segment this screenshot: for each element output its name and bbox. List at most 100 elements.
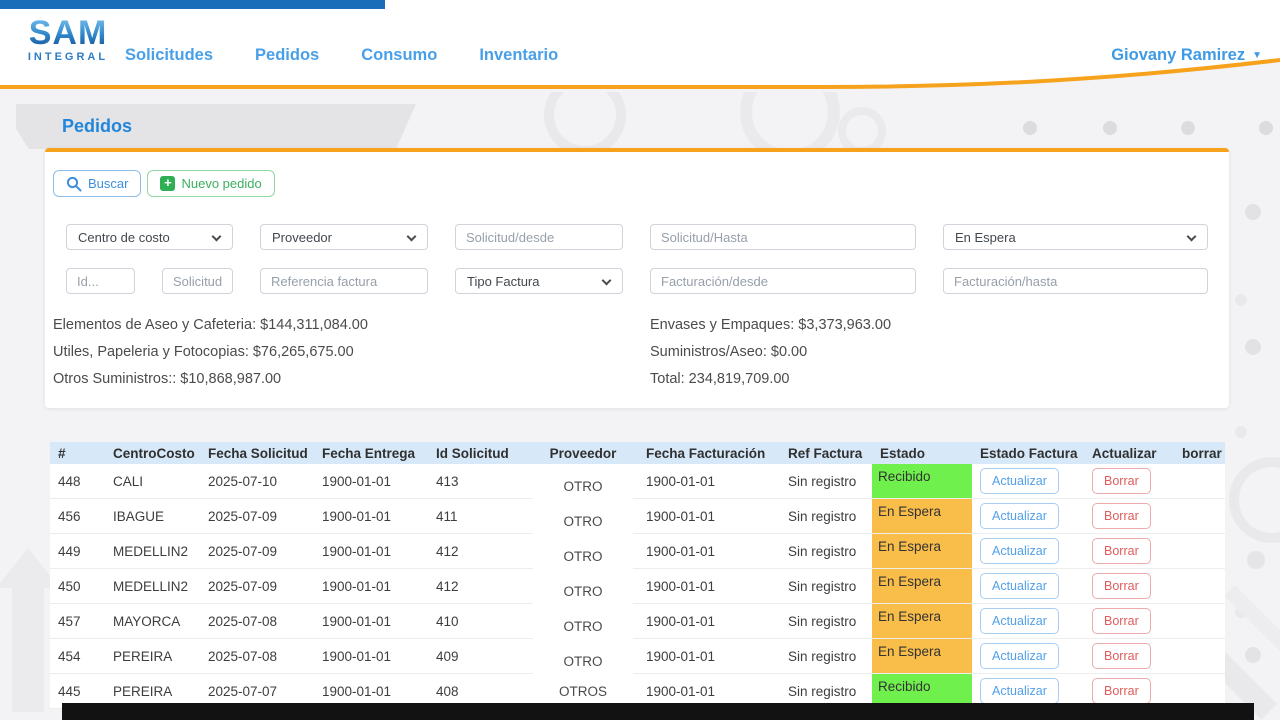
chevron-down-icon bbox=[211, 231, 222, 242]
delete-button[interactable]: Borrar bbox=[1092, 468, 1151, 494]
proveedor-row-select[interactable]: OTRO bbox=[533, 536, 633, 576]
cell-numero: 456 bbox=[58, 508, 81, 524]
referencia-factura-input[interactable] bbox=[260, 268, 428, 294]
estado-select[interactable]: En Espera bbox=[943, 224, 1208, 250]
arrow-up-icon bbox=[0, 548, 60, 712]
proveedor-row-select[interactable]: OTRO bbox=[533, 501, 633, 541]
cell-fecha-entrega: 1900-01-01 bbox=[322, 683, 392, 699]
update-button[interactable]: Actualizar bbox=[980, 503, 1059, 529]
update-button[interactable]: Actualizar bbox=[980, 468, 1059, 494]
summary-total: Total: 234,819,709.00 bbox=[650, 371, 790, 387]
chevron-down-icon: ▼ bbox=[1252, 49, 1262, 61]
col-numero: # bbox=[50, 442, 105, 464]
nav-item-solicitudes[interactable]: Solicitudes bbox=[125, 46, 214, 64]
app-logo[interactable]: SAM INTEGRAL bbox=[8, 16, 128, 63]
cell-fecha-solicitud: 2025-07-09 bbox=[208, 578, 278, 594]
cell-fecha-facturacion: 1900-01-01 bbox=[646, 613, 716, 629]
app-header: SAM INTEGRAL Solicitudes Pedidos Consumo… bbox=[0, 0, 1280, 92]
delete-button[interactable]: Borrar bbox=[1092, 503, 1151, 529]
col-estado-factura: Estado Factura bbox=[972, 442, 1084, 464]
search-button[interactable]: Buscar bbox=[53, 170, 142, 197]
cell-ref-factura: Sin registro bbox=[788, 543, 857, 559]
table-row: 448 CALI 2025-07-10 1900-01-01 413 OTRO … bbox=[50, 464, 1225, 506]
solicitud-desde-input[interactable] bbox=[455, 224, 623, 250]
nav-item-consumo[interactable]: Consumo bbox=[361, 46, 438, 64]
facturacion-desde-input[interactable] bbox=[650, 268, 916, 294]
cell-fecha-facturacion: 1900-01-01 bbox=[646, 578, 716, 594]
update-button[interactable]: Actualizar bbox=[980, 573, 1059, 599]
estado-badge: En Espera bbox=[872, 569, 972, 603]
col-borrar: borrar bbox=[1174, 442, 1225, 464]
col-actualizar: Actualizar bbox=[1084, 442, 1174, 464]
cell-numero: 445 bbox=[58, 683, 81, 699]
cell-fecha-facturacion: 1900-01-01 bbox=[646, 473, 716, 489]
orders-table: # CentroCosto Fecha Solicitud Fecha Entr… bbox=[50, 442, 1225, 711]
cell-actualizar: Borrar bbox=[1084, 569, 1174, 604]
cell-estado-factura: Actualizar bbox=[972, 534, 1084, 569]
search-icon bbox=[66, 176, 82, 191]
cell-estado: En Espera bbox=[872, 604, 972, 639]
cell-estado: En Espera bbox=[872, 569, 972, 604]
nav-item-inventario[interactable]: Inventario bbox=[479, 46, 559, 64]
gear-icon bbox=[838, 107, 886, 155]
col-id-solicitud: Id Solicitud bbox=[428, 442, 528, 464]
col-estado: Estado bbox=[872, 442, 972, 464]
col-proveedor: Proveedor bbox=[528, 442, 638, 464]
tipo-factura-select[interactable]: Tipo Factura bbox=[455, 268, 623, 294]
cell-borrar-empty bbox=[1174, 534, 1225, 569]
solicitud-hasta-input[interactable] bbox=[650, 224, 916, 250]
cell-estado: En Espera bbox=[872, 639, 972, 674]
proveedor-select[interactable]: Proveedor bbox=[260, 224, 428, 250]
update-button[interactable]: Actualizar bbox=[980, 643, 1059, 669]
proveedor-row-value: OTRO bbox=[563, 653, 603, 669]
delete-button[interactable]: Borrar bbox=[1092, 573, 1151, 599]
cell-borrar-empty bbox=[1174, 604, 1225, 639]
estado-badge: Recibido bbox=[872, 674, 972, 708]
delete-button[interactable]: Borrar bbox=[1092, 538, 1151, 564]
proveedor-row-value: OTRO bbox=[563, 513, 603, 529]
cell-estado: Recibido bbox=[872, 674, 972, 709]
id-input[interactable] bbox=[66, 268, 135, 294]
solicitud-su-input[interactable] bbox=[162, 268, 233, 294]
col-fecha-entrega: Fecha Entrega bbox=[314, 442, 428, 464]
cell-fecha-facturacion: 1900-01-01 bbox=[646, 543, 716, 559]
estado-badge: En Espera bbox=[872, 604, 972, 638]
cell-actualizar: Borrar bbox=[1084, 604, 1174, 639]
cell-estado-factura: Actualizar bbox=[972, 499, 1084, 534]
delete-button[interactable]: Borrar bbox=[1092, 643, 1151, 669]
cell-fecha-facturacion: 1900-01-01 bbox=[646, 683, 716, 699]
header-background bbox=[0, 0, 1280, 92]
estado-badge: En Espera bbox=[872, 534, 972, 568]
table-row: 456 IBAGUE 2025-07-09 1900-01-01 411 OTR… bbox=[50, 499, 1225, 541]
user-menu[interactable]: Giovany Ramirez ▼ bbox=[1111, 46, 1262, 65]
cell-centro-costo: CALI bbox=[113, 473, 144, 489]
cell-proveedor: OTRO bbox=[528, 499, 638, 541]
update-button[interactable]: Actualizar bbox=[980, 538, 1059, 564]
chevron-down-icon bbox=[601, 275, 612, 286]
centro-de-costo-value: Centro de costo bbox=[78, 229, 170, 245]
summary-envases: Envases y Empaques: $3,373,963.00 bbox=[650, 317, 892, 333]
facturacion-hasta-input[interactable] bbox=[943, 268, 1208, 294]
cell-fecha-entrega: 1900-01-01 bbox=[322, 578, 392, 594]
cell-fecha-entrega: 1900-01-01 bbox=[322, 508, 392, 524]
nav-item-pedidos[interactable]: Pedidos bbox=[255, 46, 320, 64]
page-title: Pedidos bbox=[62, 116, 133, 136]
delete-button[interactable]: Borrar bbox=[1092, 678, 1151, 704]
cell-centro-costo: MAYORCA bbox=[113, 613, 181, 629]
centro-de-costo-select[interactable]: Centro de costo bbox=[66, 224, 233, 250]
delete-button[interactable]: Borrar bbox=[1092, 608, 1151, 634]
update-button[interactable]: Actualizar bbox=[980, 608, 1059, 634]
proveedor-row-select[interactable]: OTRO bbox=[533, 466, 633, 506]
proveedor-row-value: OTRO bbox=[563, 478, 603, 494]
cell-centro-costo: MEDELLIN2 bbox=[113, 578, 189, 594]
cell-id-solicitud: 413 bbox=[436, 473, 459, 489]
cell-numero: 450 bbox=[58, 578, 81, 594]
update-button[interactable]: Actualizar bbox=[980, 678, 1059, 704]
proveedor-row-select[interactable]: OTRO bbox=[533, 606, 633, 646]
cell-estado: En Espera bbox=[872, 499, 972, 534]
estado-badge: En Espera bbox=[872, 639, 972, 673]
cell-actualizar: Borrar bbox=[1084, 639, 1174, 674]
new-order-button[interactable]: + Nuevo pedido bbox=[147, 170, 275, 197]
proveedor-row-select[interactable]: OTRO bbox=[533, 571, 633, 611]
